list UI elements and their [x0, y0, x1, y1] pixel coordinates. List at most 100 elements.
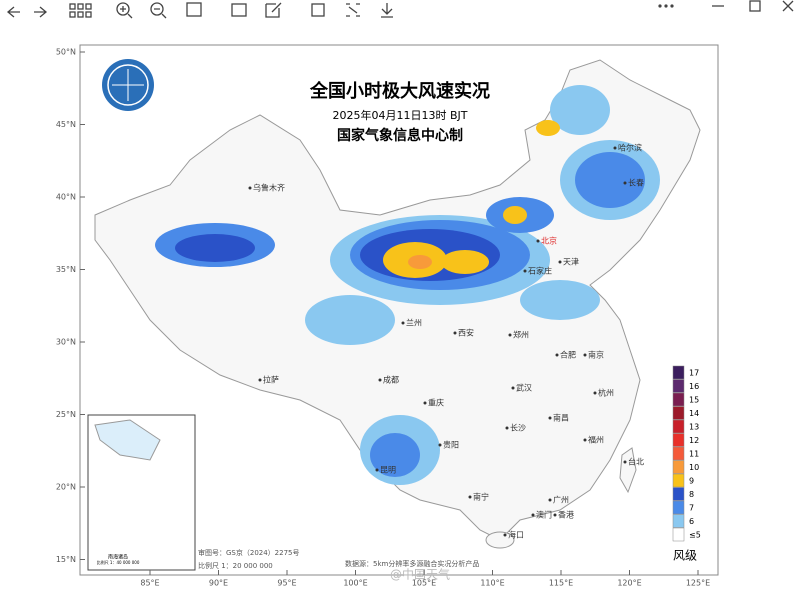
city-label: 昆明	[380, 466, 396, 475]
city-label: 拉萨	[263, 375, 279, 385]
city-dot	[401, 321, 405, 325]
city-label: 兰州	[406, 318, 422, 328]
inset-scale: 比例尺 1：40 000 000	[97, 559, 140, 565]
approval-number: 审图号：GS京（2024）2275号	[198, 548, 300, 557]
city-dot	[258, 378, 262, 382]
hainan	[485, 531, 515, 549]
legend-label: 6	[689, 517, 694, 526]
lat-label: 30°N	[56, 338, 76, 347]
lon-label: 95°E	[277, 579, 296, 588]
legend-label: 13	[689, 423, 699, 432]
city-dot	[468, 495, 472, 499]
legend-swatch	[672, 514, 685, 528]
legend-label: 15	[689, 396, 699, 405]
lon-label: 105°E	[412, 579, 436, 588]
lat-label: 20°N	[56, 483, 76, 492]
city-dot	[558, 260, 562, 264]
legend-swatch	[672, 392, 685, 407]
city-label: 南昌	[553, 413, 569, 423]
zoom-out-button[interactable]	[150, 2, 167, 19]
actual-size-button[interactable]	[186, 2, 202, 17]
city-label: 海口	[508, 530, 524, 540]
watermark: @中国天气	[390, 567, 450, 582]
legend-label: 17	[689, 369, 699, 378]
city-label: 澳门	[536, 510, 552, 520]
city-dot	[438, 443, 442, 447]
taiwan	[619, 447, 637, 494]
city-dot	[423, 401, 427, 405]
grid-button[interactable]	[69, 3, 92, 18]
city-label: 天津	[563, 257, 579, 267]
city-label: 福州	[588, 436, 604, 445]
city-dot	[553, 513, 557, 517]
city-label: 乌鲁木齐	[253, 183, 285, 193]
legend-swatch	[672, 487, 685, 501]
maximize-button[interactable]	[749, 0, 761, 12]
lon-label: 115°E	[549, 579, 573, 588]
legend-label: 9	[689, 477, 694, 486]
city-label: 香港	[558, 510, 574, 520]
legend-swatch	[672, 406, 685, 420]
lon-label: 85°E	[140, 579, 159, 588]
zoom-in-button[interactable]	[116, 2, 133, 19]
lon-label: 100°E	[343, 579, 367, 588]
city-dot	[623, 181, 627, 185]
legend-swatch	[672, 419, 685, 434]
forward-button[interactable]	[34, 6, 48, 18]
city-dot	[548, 498, 552, 502]
city-label: 长沙	[510, 423, 526, 433]
city-label: 台北	[628, 457, 644, 467]
legend-swatch	[672, 500, 685, 515]
legend-swatch	[672, 379, 685, 393]
city-label: 成都	[383, 375, 399, 385]
legend-label: 8	[689, 490, 694, 499]
city-dot	[583, 438, 587, 442]
city-label: 郑州	[513, 330, 529, 340]
wind-field	[155, 85, 660, 485]
lon-label: 120°E	[617, 579, 641, 588]
lat-label: 50°N	[56, 48, 76, 57]
save-button[interactable]	[381, 3, 393, 18]
lon-label: 90°E	[209, 579, 228, 588]
city-dot	[536, 239, 540, 243]
city-dot	[613, 146, 617, 150]
map-labels: 50°N 45°N 40°N 35°N 30°N 25°N 20°N 15°N 85°E 90°E…	[56, 48, 710, 588]
city-dot	[511, 386, 515, 390]
map-scale: 比例尺 1：20 000 000	[198, 561, 273, 570]
crop-button[interactable]	[231, 3, 247, 17]
close-button[interactable]	[782, 0, 794, 12]
map-issuer: 国家气象信息中心制	[337, 127, 463, 144]
inset-land	[94, 419, 161, 461]
city-dot	[555, 353, 559, 357]
city-label: 哈尔滨	[618, 143, 642, 153]
city-dot	[523, 269, 527, 273]
legend-swatch	[672, 527, 685, 542]
city-dot	[593, 391, 597, 395]
lat-label: 25°N	[56, 410, 76, 419]
copy-button[interactable]	[311, 3, 325, 17]
legend-swatch	[672, 365, 685, 380]
lon-label: 110°E	[480, 579, 504, 588]
legend-label: 16	[689, 382, 699, 391]
back-button[interactable]	[6, 6, 20, 18]
city-label: 武汉	[516, 383, 532, 393]
city-dot	[548, 416, 552, 420]
lat-label: 15°N	[56, 555, 76, 564]
city-dot	[503, 533, 507, 537]
more-button[interactable]	[658, 4, 674, 8]
city-label: 北京	[541, 236, 557, 246]
city-dot	[453, 331, 457, 335]
inset-title: 南海诸岛	[108, 554, 128, 561]
data-source: 数据源：5km分辨率多源融合实况分析产品	[345, 559, 479, 568]
edit-button[interactable]	[265, 2, 282, 18]
scan-button[interactable]	[346, 3, 360, 17]
legend-label: ≤5	[689, 531, 701, 540]
map-time: 2025年04月11日13时 BJT	[333, 108, 468, 122]
lat-label: 40°N	[56, 193, 76, 202]
toolbar	[6, 0, 794, 19]
city-label: 杭州	[598, 388, 614, 398]
city-dot	[623, 460, 627, 464]
logo	[102, 59, 154, 111]
legend-label: 12	[689, 436, 699, 445]
city-dot	[583, 353, 587, 357]
